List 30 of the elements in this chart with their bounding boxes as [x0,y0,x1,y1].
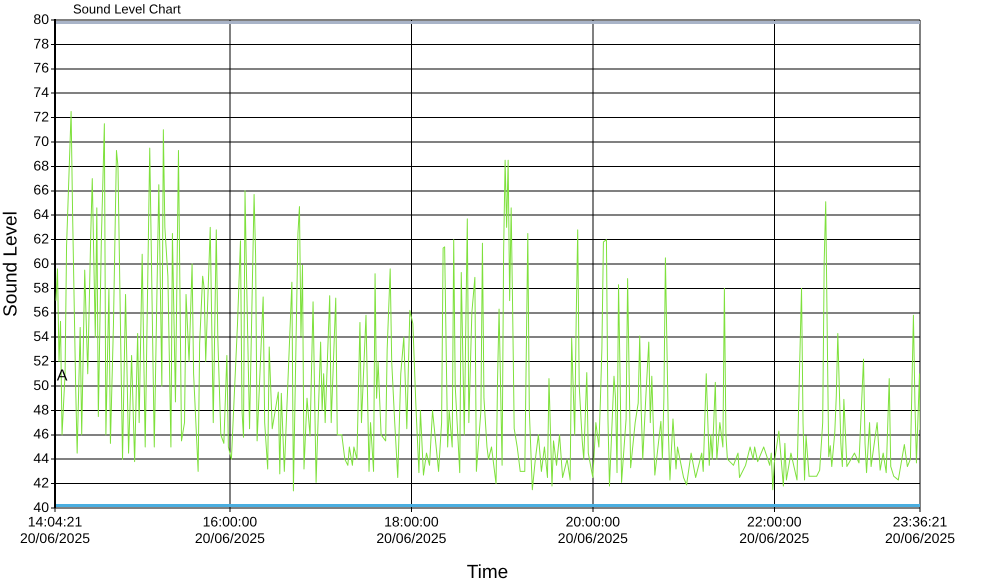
y-tick-label: 60 [33,254,50,271]
y-tick-label: 66 [33,182,50,198]
y-tick-label: 46 [33,426,50,442]
y-tick-label: 54 [33,328,50,344]
y-tick-label: 74 [33,84,50,100]
x-tick-label: 23:36:21 20/06/2025 [884,513,956,546]
y-tick-label: 40 [33,498,50,515]
x-tick-label: 20:00:00 20/06/2025 [558,513,628,546]
y-tick-label: 48 [33,401,50,418]
y-tick-label: 62 [33,230,50,246]
y-tick-label: 44 [33,450,50,466]
x-tick-label: 22:00:00 20/06/2025 [739,513,810,546]
y-tick-label: 80 [33,10,50,27]
y-tick-label: 42 [33,474,50,490]
x-axis-title: Time [466,562,508,583]
y-tick-label: 76 [33,60,50,76]
y-tick-label: 56 [33,304,50,320]
y-tick-label: 70 [33,132,50,149]
x-tick-label: 14:04:21 20/06/2025 [20,513,90,546]
chart-title: Sound Level Chart [73,2,182,17]
x-tick-label: 16:00:00 20/06/2025 [194,513,266,546]
y-axis-title: Sound Level [0,211,22,317]
y-tick-label: 58 [33,279,50,296]
y-tick-label: 64 [33,206,50,222]
y-tick-label: 78 [33,35,50,52]
y-tick-label: 72 [33,108,50,124]
y-tick-label: 68 [33,157,50,174]
y-tick-label: 50 [33,376,50,393]
y-tick-label: 52 [33,352,50,368]
x-tick-label: 18:00:00 20/06/2025 [376,513,447,546]
